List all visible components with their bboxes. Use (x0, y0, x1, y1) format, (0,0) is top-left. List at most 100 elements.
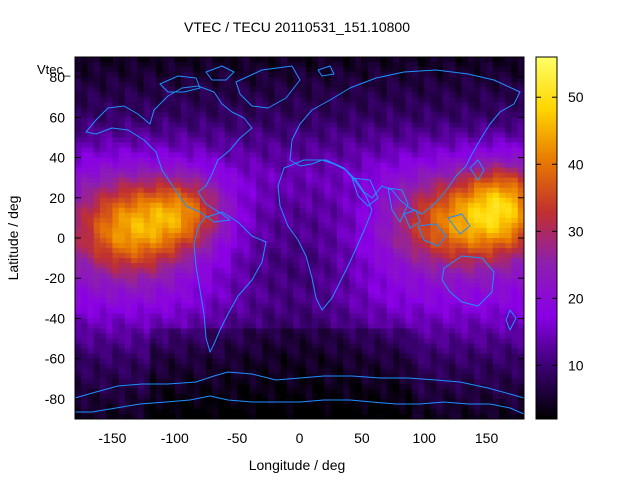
heatmap-cell (280, 92, 288, 98)
heatmap-cell (262, 348, 269, 355)
heatmap-cell (212, 328, 220, 335)
heatmap-cell (374, 62, 382, 68)
heatmap-cell (224, 258, 232, 264)
heatmap-cell (318, 122, 326, 128)
heatmap-cell (311, 303, 319, 309)
heatmap-cell (417, 112, 425, 118)
heatmap-cell (361, 132, 369, 139)
heatmap-cell (349, 217, 357, 224)
heatmap-cell (442, 273, 450, 279)
heatmap-cell (380, 363, 388, 370)
heatmap-cell (511, 102, 519, 108)
heatmap-cell (318, 197, 326, 204)
heatmap-cell (131, 122, 138, 128)
heatmap-cell (455, 187, 463, 194)
heatmap-cell (343, 238, 350, 244)
heatmap-cell (262, 167, 269, 174)
heatmap-cell (517, 383, 524, 390)
heatmap-cell (405, 172, 413, 179)
heatmap-cell (318, 147, 326, 154)
heatmap-cell (249, 112, 257, 118)
heatmap-cell (280, 328, 288, 335)
heatmap-cell (118, 288, 126, 294)
heatmap-cell (361, 313, 369, 320)
heatmap-cell (118, 57, 126, 63)
heatmap-cell (492, 132, 500, 139)
heatmap-cell (93, 107, 101, 113)
heatmap-cell (181, 177, 188, 184)
heatmap-cell (505, 147, 513, 154)
heatmap-cell (330, 147, 338, 154)
heatmap-cell (243, 97, 251, 103)
heatmap-cell (99, 333, 107, 340)
heatmap-cell (492, 368, 500, 375)
heatmap-cell (436, 122, 444, 128)
heatmap-cell (112, 298, 120, 304)
heatmap-cell (480, 157, 488, 164)
heatmap-cell (99, 283, 107, 289)
heatmap-cell (517, 97, 524, 103)
heatmap-cell (293, 172, 301, 179)
heatmap-cell (162, 92, 170, 98)
heatmap-cell (287, 363, 294, 370)
heatmap-cell (187, 288, 195, 294)
heatmap-cell (405, 353, 413, 360)
heatmap-cell (99, 338, 107, 345)
heatmap-cell (199, 338, 207, 345)
heatmap-cell (305, 177, 313, 184)
heatmap-cell (380, 378, 388, 385)
heatmap-cell (268, 112, 276, 118)
heatmap-cell (181, 217, 188, 224)
heatmap-cell (393, 323, 400, 330)
heatmap-cell (336, 328, 344, 335)
heatmap-cell (187, 318, 195, 325)
heatmap-cell (224, 137, 232, 144)
heatmap-cell (442, 162, 450, 169)
heatmap-cell (324, 273, 332, 279)
heatmap-cell (143, 318, 151, 325)
heatmap-cell (81, 383, 89, 390)
heatmap-cell (330, 82, 338, 88)
heatmap-cell (311, 162, 319, 169)
heatmap-cell (511, 343, 519, 350)
heatmap-cell (268, 82, 276, 88)
heatmap-cell (386, 268, 394, 274)
heatmap-cell (436, 258, 444, 264)
heatmap-cell (486, 142, 494, 149)
heatmap-cell (430, 293, 438, 299)
heatmap-cell (174, 238, 182, 244)
heatmap-cell (499, 353, 506, 360)
heatmap-cell (336, 132, 344, 139)
heatmap-cell (131, 263, 138, 269)
heatmap-cell (349, 283, 357, 289)
heatmap-cell (424, 227, 432, 234)
heatmap-cell (187, 127, 195, 134)
heatmap-cell (137, 87, 145, 93)
heatmap-cell (349, 222, 357, 229)
heatmap-cell (287, 182, 294, 189)
heatmap-cell (467, 348, 475, 355)
heatmap-cell (293, 122, 301, 128)
heatmap-cell (112, 358, 120, 365)
heatmap-cell (124, 303, 132, 309)
heatmap-cell (343, 263, 350, 269)
heatmap-cell (143, 283, 151, 289)
heatmap-cell (199, 82, 207, 88)
heatmap-cell (218, 383, 226, 390)
heatmap-cell (324, 318, 332, 325)
heatmap-cell (81, 258, 89, 264)
heatmap-cell (106, 328, 114, 335)
heatmap-cell (299, 137, 307, 144)
heatmap-cell (87, 263, 95, 269)
heatmap-cell (380, 273, 388, 279)
heatmap-cell (405, 227, 413, 234)
heatmap-cell (249, 338, 257, 345)
heatmap-cell (430, 177, 438, 184)
heatmap-cell (255, 77, 263, 83)
heatmap-cell (137, 177, 145, 184)
heatmap-cell (81, 283, 89, 289)
heatmap-cell (511, 177, 519, 184)
heatmap-cell (505, 278, 513, 284)
heatmap-cell (230, 358, 238, 365)
heatmap-cell (442, 313, 450, 320)
